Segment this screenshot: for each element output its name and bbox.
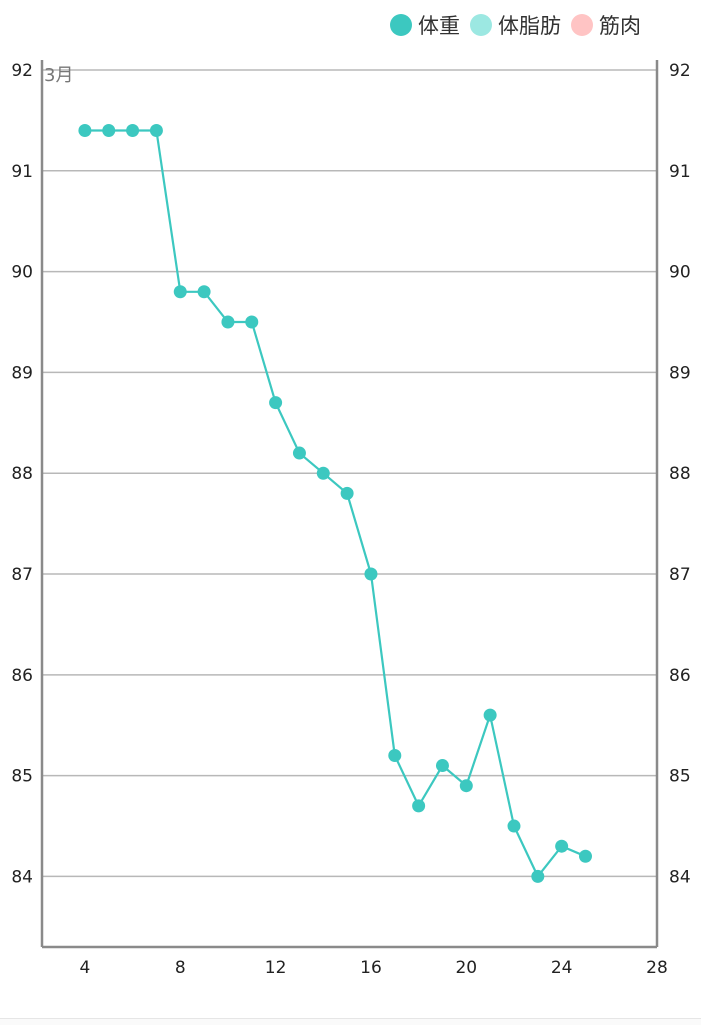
- data-point: [78, 123, 92, 137]
- y-tick-label-right: 91: [669, 162, 691, 182]
- legend-item-body-fat[interactable]: 体脂肪: [470, 10, 561, 40]
- y-tick-label-right: 90: [669, 263, 691, 283]
- data-point: [531, 869, 545, 883]
- data-point: [149, 123, 163, 137]
- y-tick-label-right: 85: [669, 767, 691, 787]
- x-tick-label: 4: [79, 958, 90, 978]
- data-point: [102, 123, 116, 137]
- x-tick-label: 12: [265, 958, 287, 978]
- y-tick-label-left: 90: [11, 263, 33, 283]
- x-tick-label: 24: [551, 958, 573, 978]
- legend-muscle-marker-icon: [571, 14, 593, 36]
- y-tick-label-left: 87: [11, 565, 33, 585]
- y-tick-label-right: 92: [669, 61, 691, 81]
- data-point: [388, 748, 402, 762]
- data-point: [459, 779, 473, 793]
- data-point: [435, 759, 449, 773]
- data-point: [221, 315, 235, 329]
- data-point: [364, 567, 378, 581]
- legend-weight-marker-icon: [390, 14, 412, 36]
- data-point: [126, 123, 140, 137]
- data-point: [555, 839, 569, 853]
- x-tick-label: 16: [360, 958, 382, 978]
- data-point: [412, 799, 426, 813]
- bottom-bar: [0, 1018, 701, 1025]
- y-tick-label-left: 92: [11, 61, 33, 81]
- legend-body-fat-label: 体脂肪: [498, 14, 561, 38]
- y-tick-label-left: 88: [11, 464, 33, 484]
- y-tick-label-left: 89: [11, 363, 33, 383]
- series-line: [84, 129, 586, 879]
- month-label: 3月: [44, 65, 73, 86]
- y-tick-label-right: 86: [669, 666, 691, 686]
- data-point: [269, 396, 283, 410]
- data-point: [292, 446, 306, 460]
- legend: 体重 体脂肪 筋肉: [390, 10, 641, 40]
- legend-muscle-label: 筋肉: [599, 14, 641, 38]
- data-point: [483, 708, 497, 722]
- y-tick-label-right: 88: [669, 464, 691, 484]
- legend-item-weight[interactable]: 体重: [390, 10, 460, 40]
- data-point: [173, 285, 187, 299]
- x-tick-label: 8: [175, 958, 186, 978]
- x-tick-label: 28: [646, 958, 668, 978]
- y-tick-label-right: 87: [669, 565, 691, 585]
- y-tick-label-left: 91: [11, 162, 33, 182]
- data-point: [245, 315, 259, 329]
- legend-item-muscle[interactable]: 筋肉: [571, 10, 641, 40]
- data-point: [578, 849, 592, 863]
- y-tick-label-left: 86: [11, 666, 33, 686]
- y-tick-label-left: 85: [11, 767, 33, 787]
- legend-body-fat-marker-icon: [470, 14, 492, 36]
- y-tick-label-right: 84: [669, 867, 691, 887]
- x-tick-label: 20: [455, 958, 477, 978]
- data-point: [340, 486, 354, 500]
- legend-weight-label: 体重: [418, 14, 460, 38]
- data-point: [197, 285, 211, 299]
- y-tick-label-left: 84: [11, 867, 33, 887]
- data-point: [507, 819, 521, 833]
- y-tick-label-right: 89: [669, 363, 691, 383]
- data-point: [316, 466, 330, 480]
